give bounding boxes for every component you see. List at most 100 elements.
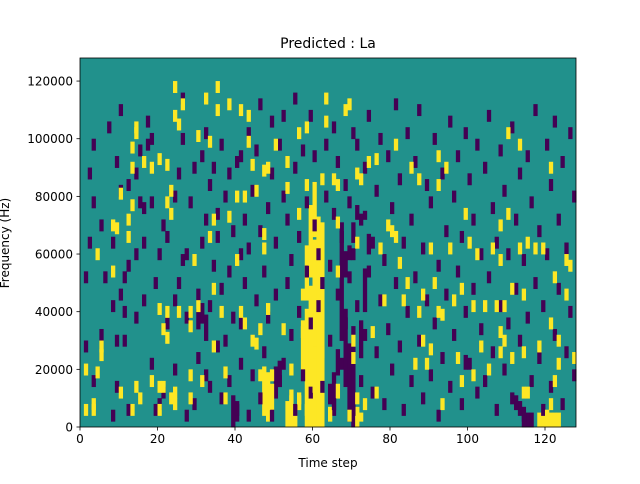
heatmap-cell-high	[324, 92, 329, 105]
heatmap-cell-low	[517, 401, 523, 416]
y-tick-label: 0	[65, 421, 73, 435]
heatmap-cell-low	[355, 138, 360, 151]
heatmap-cell-low	[200, 150, 205, 163]
heatmap-cell-low	[374, 184, 379, 197]
heatmap-cell-low	[463, 354, 468, 370]
heatmap-cell-low	[417, 104, 422, 117]
heatmap-cell-high	[374, 153, 379, 166]
heatmap-cell-high	[254, 337, 259, 350]
heatmap-cell-low	[118, 104, 124, 117]
heatmap-cell-low	[196, 352, 201, 364]
heatmap-cell-low	[165, 230, 170, 243]
heatmap-cell-low	[370, 236, 375, 249]
heatmap-cell-low	[281, 357, 286, 370]
heatmap-cell-low	[514, 282, 519, 295]
heatmap-cell-low	[343, 308, 348, 388]
heatmap-cell-low	[87, 236, 93, 249]
heatmap-cell-high	[169, 392, 174, 405]
heatmap-cell-high	[308, 254, 313, 266]
heatmap-cell-high	[165, 158, 170, 171]
heatmap-cell-high	[149, 161, 155, 174]
heatmap-cell-high	[525, 386, 530, 399]
heatmap-cell-high	[215, 104, 220, 117]
heatmap-cell-low	[250, 184, 255, 197]
heatmap-cell-high	[506, 127, 511, 140]
heatmap-cell-high	[289, 363, 294, 376]
heatmap-cell-low	[409, 213, 414, 226]
heatmap-cell-high	[308, 285, 313, 428]
heatmap-cell-low	[502, 363, 507, 376]
heatmap-cell-low	[343, 317, 348, 330]
heatmap-cell-low	[142, 202, 147, 215]
heatmap-cell-low	[448, 380, 453, 393]
heatmap-cell-high	[192, 254, 197, 266]
heatmap-cell-low	[176, 277, 182, 290]
heatmap-cell-low	[134, 248, 139, 261]
heatmap-cell-high	[556, 334, 561, 347]
heatmap-cell-high	[455, 352, 461, 364]
heatmap-cell-low	[331, 121, 337, 134]
heatmap-cell-high	[405, 277, 410, 290]
heatmap-cell-high	[556, 412, 561, 428]
heatmap-cell-low	[99, 328, 104, 341]
heatmap-cell-low	[537, 352, 542, 364]
heatmap-cell-low	[417, 334, 422, 347]
heatmap-cell-low	[308, 386, 313, 399]
heatmap-cell-high	[413, 357, 418, 370]
heatmap-cell-high	[91, 398, 96, 411]
heatmap-cell-low	[238, 150, 244, 163]
heatmap-cell-high	[258, 323, 263, 336]
heatmap-cell-high	[444, 161, 449, 174]
heatmap-cell-low	[312, 150, 317, 163]
heatmap-cell-low	[413, 271, 418, 284]
heatmap-cell-high	[262, 242, 267, 255]
heatmap-cell-low	[444, 288, 449, 301]
heatmap-cell-low	[149, 196, 155, 209]
heatmap-cell-low	[111, 236, 116, 249]
heatmap-cell-high	[432, 277, 437, 290]
heatmap-cell-high	[173, 109, 178, 122]
heatmap-cell-low	[514, 213, 519, 226]
heatmap-cell-low	[455, 265, 461, 278]
heatmap-cell-high	[320, 222, 325, 428]
heatmap-cell-low	[114, 380, 120, 393]
heatmap-cell-low	[572, 190, 577, 203]
heatmap-cell-low	[529, 196, 534, 209]
heatmap-cell-low	[428, 196, 434, 209]
heatmap-cell-low	[432, 132, 437, 145]
heatmap-cell-high	[138, 392, 143, 405]
heatmap-cell-high	[304, 179, 310, 192]
heatmap-cell-high	[351, 334, 356, 347]
heatmap-cell-high	[471, 369, 476, 382]
heatmap-cell-high	[312, 239, 317, 428]
heatmap-cell-low	[359, 320, 364, 359]
heatmap-cell-high	[347, 409, 352, 422]
heatmap-cell-low	[180, 132, 186, 145]
heatmap-cell-low	[479, 323, 484, 336]
heatmap-cell-low	[498, 300, 503, 313]
heatmap-cell-low	[366, 233, 372, 255]
heatmap-cell-high	[227, 210, 232, 223]
heatmap-cell-high	[541, 242, 546, 255]
heatmap-cell-high	[548, 412, 554, 428]
heatmap-cell-low	[386, 150, 391, 163]
heatmap-cell-low	[300, 144, 306, 157]
heatmap-cell-high	[134, 121, 139, 134]
heatmap-cell-high	[521, 346, 527, 359]
heatmap-cell-low	[308, 317, 313, 330]
heatmap-cell-low	[138, 144, 143, 157]
heatmap-cell-high	[506, 207, 511, 220]
heatmap-cell-high	[324, 115, 329, 128]
heatmap-cell-high	[498, 219, 503, 232]
heatmap-cell-low	[347, 245, 352, 261]
y-tick-label: 20000	[35, 363, 73, 377]
x-tick-label: 80	[382, 432, 397, 446]
heatmap-cell-high	[517, 242, 523, 255]
heatmap-cell-high	[382, 294, 387, 307]
heatmap-cell-low	[521, 254, 527, 266]
heatmap-cell-low	[401, 403, 406, 416]
heatmap-cell-high	[130, 161, 135, 174]
heatmap-cell-low	[118, 288, 124, 301]
heatmap-cell-low	[370, 386, 375, 399]
heatmap-cell-low	[397, 340, 403, 353]
